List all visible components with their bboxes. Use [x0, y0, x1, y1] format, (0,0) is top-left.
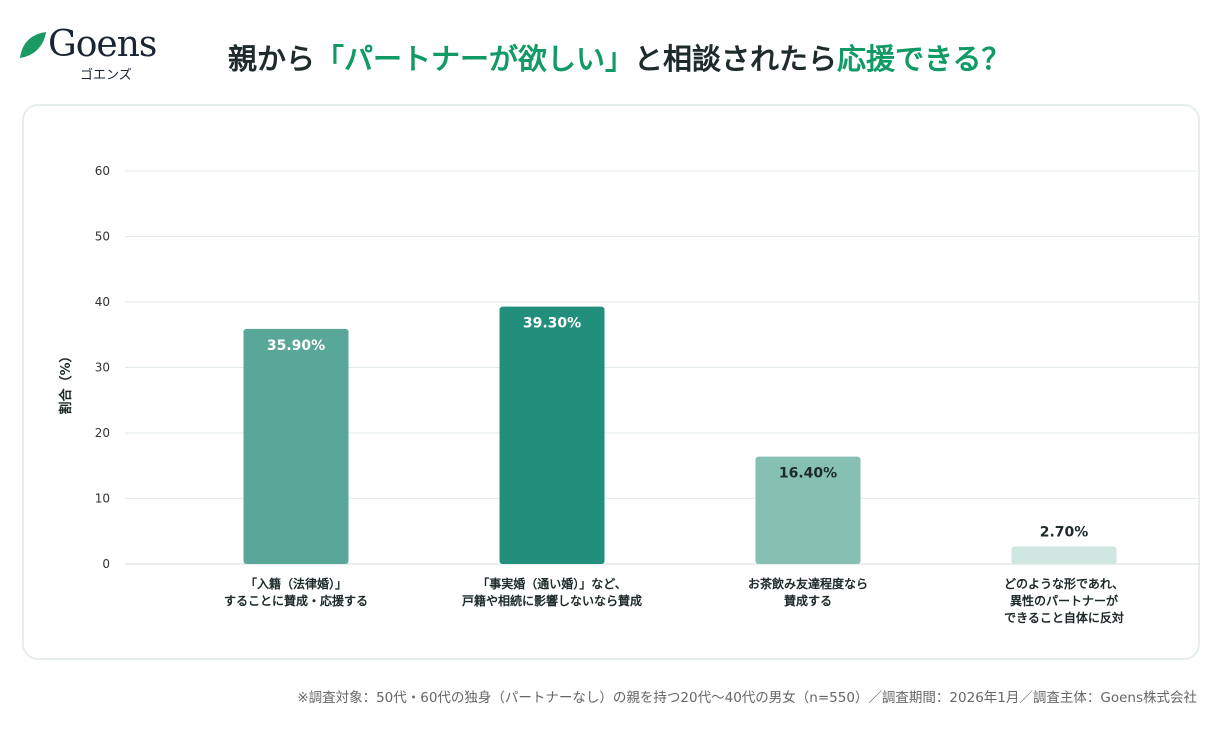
- x-tick-label: お茶飲み友達程度なら: [748, 576, 868, 591]
- y-tick-label: 30: [95, 361, 110, 375]
- x-tick-label: することに賛成・応援する: [224, 593, 368, 608]
- data-label: 2.70%: [1040, 524, 1089, 540]
- y-tick-label: 40: [95, 295, 110, 309]
- bar: [1011, 546, 1117, 564]
- data-label: 16.40%: [779, 466, 837, 482]
- title-prefix: 親から: [228, 42, 316, 76]
- y-axis-label: 割合（%）: [58, 349, 74, 414]
- logo-kana: ゴエンズ: [80, 68, 132, 83]
- survey-footnote: ※調査対象：50代・60代の独身（パートナーなし）の親を持つ20代〜40代の男女…: [297, 690, 1197, 706]
- logo-word: Goens: [48, 24, 157, 65]
- x-tick-label: 賛成する: [784, 593, 832, 608]
- x-tick-label: 「入籍（法律婚）」: [245, 576, 347, 591]
- title-highlight-2: 応援できる？: [837, 42, 1011, 76]
- y-tick-label: 10: [95, 492, 110, 506]
- bar: [755, 456, 861, 564]
- goens-logo: Goens ゴエンズ: [18, 24, 178, 84]
- y-tick-label: 50: [95, 230, 110, 244]
- x-tick-label: 「事実婚（通い婚）」など、: [477, 576, 626, 591]
- x-tick-label: どのような形であれ、: [1004, 577, 1124, 591]
- data-label: 35.90%: [267, 338, 325, 354]
- x-tick-label: できること自体に反対: [1004, 610, 1124, 625]
- title-highlight-1: 「パートナーが欲しい」: [315, 42, 635, 76]
- x-tick-label: 異性のパートナーが: [1010, 593, 1118, 608]
- bar: [499, 306, 605, 564]
- chart-card: [22, 104, 1200, 660]
- data-label: 39.30%: [523, 316, 581, 332]
- leaf-icon: [20, 32, 46, 58]
- y-tick-label: 0: [102, 557, 110, 571]
- title-middle: と相談されたら: [634, 42, 838, 76]
- bar: [243, 328, 349, 564]
- x-tick-label: 戸籍や相続に影響しないなら賛成: [462, 593, 642, 608]
- y-tick-label: 60: [95, 164, 110, 178]
- y-tick-label: 20: [95, 426, 110, 440]
- page-title: 親から「パートナーが欲しい」と相談されたら応援できる？: [228, 36, 1010, 78]
